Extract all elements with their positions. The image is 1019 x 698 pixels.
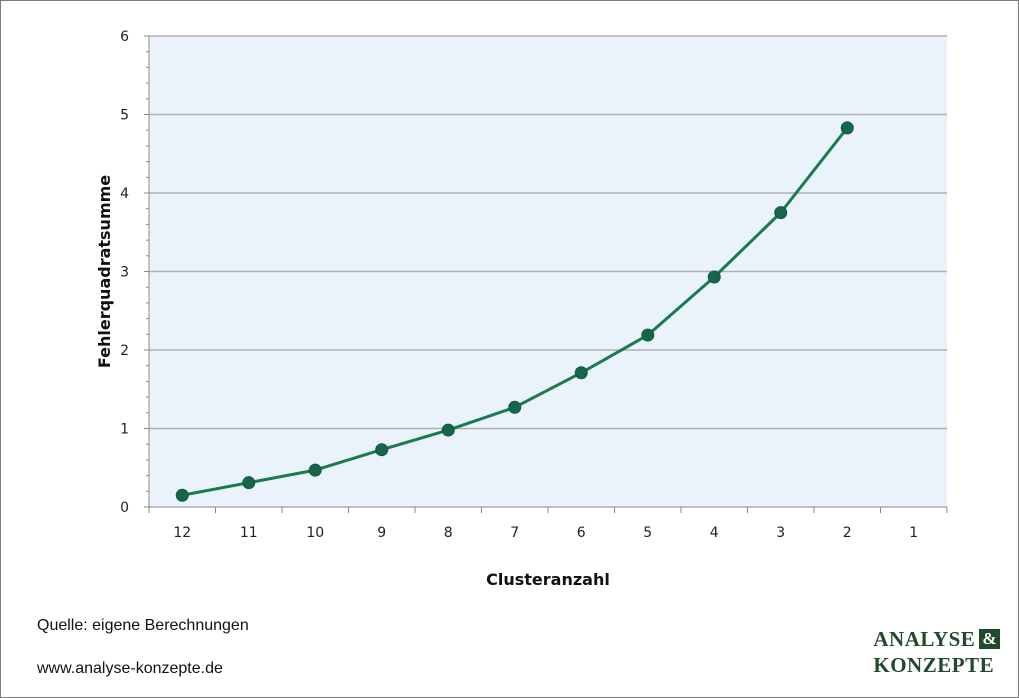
data-point xyxy=(707,270,721,284)
y-tick-label: 1 xyxy=(120,422,129,438)
x-tick-label: 2 xyxy=(843,525,852,541)
data-point xyxy=(308,463,322,477)
y-tick-label: 3 xyxy=(120,265,129,281)
x-tick-label: 6 xyxy=(577,525,586,541)
y-tick-label: 5 xyxy=(120,108,129,124)
x-tick-label: 4 xyxy=(710,525,719,541)
data-point xyxy=(774,206,788,220)
logo-line2: KONZEPTE xyxy=(873,653,995,677)
data-point xyxy=(840,121,854,135)
data-point xyxy=(508,400,522,414)
x-tick-label: 12 xyxy=(173,525,191,541)
x-tick-label: 1 xyxy=(909,525,918,541)
brand-logo: ANALYSE & KONZEPTE xyxy=(873,626,1000,678)
y-tick-label: 4 xyxy=(120,186,129,202)
y-tick-label: 2 xyxy=(120,343,129,359)
y-tick-label: 0 xyxy=(120,500,129,516)
website-url: www.analyse-konzepte.de xyxy=(37,660,223,677)
source-note: Quelle: eigene Berechnungen xyxy=(37,617,249,634)
data-point xyxy=(441,423,455,437)
y-tick-label: 6 xyxy=(120,29,129,45)
x-tick-label: 8 xyxy=(444,525,453,541)
x-tick-label: 9 xyxy=(377,525,386,541)
x-tick-label: 10 xyxy=(306,525,324,541)
data-point xyxy=(242,476,256,490)
x-tick-label: 5 xyxy=(643,525,652,541)
x-tick-label: 7 xyxy=(510,525,519,541)
data-point xyxy=(574,366,588,380)
x-axis-title: Clusteranzahl xyxy=(486,570,610,589)
logo-ampersand: & xyxy=(979,629,1000,649)
x-tick-label: 3 xyxy=(776,525,785,541)
y-axis-title: Fehlerquadratsumme xyxy=(95,175,114,368)
x-tick-label: 11 xyxy=(240,525,258,541)
logo-line1: ANALYSE xyxy=(873,627,976,651)
data-point xyxy=(175,488,189,502)
data-point xyxy=(641,328,655,342)
data-point xyxy=(375,443,389,457)
